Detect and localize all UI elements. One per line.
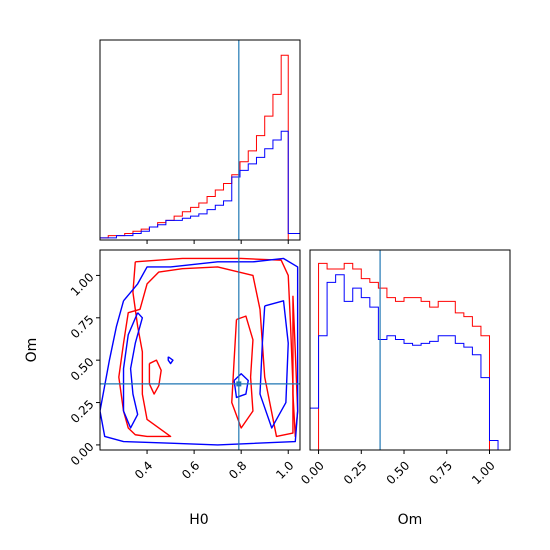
y-tick-label-contour-H0-Om-1: 0.25 xyxy=(68,397,97,426)
contour-run_b-5 xyxy=(122,312,144,429)
contour-run_b-8 xyxy=(167,356,174,365)
x-tick-label-contour-H0-Om-2: 0.8 xyxy=(226,458,249,481)
y-axis-label-Om: Om xyxy=(24,338,40,363)
x-tick-label-hist-Om-2: 0.50 xyxy=(384,458,413,487)
axes-frame-contour-H0-Om xyxy=(99,249,301,451)
contour-panel-H0-Om: 0.4 0.6 0.8 1.0 0.00 0.25 0.50 0.75 1.00 xyxy=(68,249,301,482)
x-tick-label-hist-Om-3: 0.75 xyxy=(426,458,455,487)
x-tick-label-contour-H0-Om-0: 0.4 xyxy=(132,458,155,481)
histogram-Om-run_b xyxy=(310,274,510,450)
contour-run_a-2 xyxy=(231,315,254,429)
x-tick-label-hist-Om-4: 1.00 xyxy=(469,458,498,487)
axes-frame-hist-Om xyxy=(309,249,511,451)
x-tick-label-hist-Om-1: 0.25 xyxy=(341,458,370,487)
x-axis-label-H0: H0 xyxy=(189,512,208,528)
x-tick-label-hist-Om-0: 0.00 xyxy=(298,458,327,487)
contour-run_b-4 xyxy=(100,257,299,446)
y-tick-label-contour-H0-Om-0: 0.00 xyxy=(68,440,97,469)
histogram-Om-run_a xyxy=(310,262,510,450)
y-tick-label-contour-H0-Om-2: 0.50 xyxy=(68,355,97,384)
contour-run_a-1 xyxy=(148,359,162,395)
y-tick-label-contour-H0-Om-3: 0.75 xyxy=(68,312,97,341)
x-tick-label-contour-H0-Om-3: 1.0 xyxy=(273,458,296,481)
histogram-panel-H0 xyxy=(99,39,301,244)
contour-run_b-6 xyxy=(233,373,249,399)
histogram-H0-run_a xyxy=(100,54,300,240)
y-tick-label-contour-H0-Om-4: 1.00 xyxy=(68,270,97,299)
histogram-H0-run_b xyxy=(100,130,300,240)
x-tick-label-contour-H0-Om-1: 0.6 xyxy=(179,458,202,481)
x-axis-label-Om: Om xyxy=(398,512,423,528)
contour-run_a-0 xyxy=(118,257,294,438)
truth-marker xyxy=(236,381,242,387)
contour-run_b-7 xyxy=(259,300,289,429)
histogram-panel-Om: 0.00 0.25 0.50 0.75 1.00 xyxy=(298,249,511,487)
axes-frame-hist-H0 xyxy=(99,39,301,241)
